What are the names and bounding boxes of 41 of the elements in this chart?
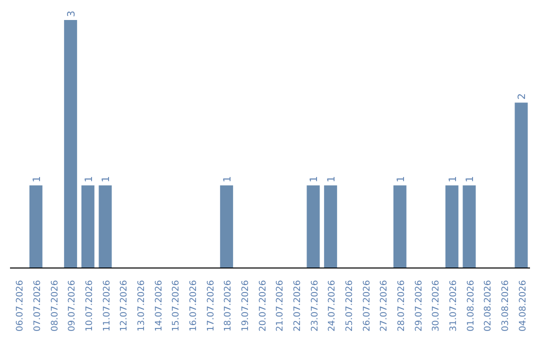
x-tick-label: 18.07.2026 xyxy=(224,280,234,332)
x-tick-label: 10.07.2026 xyxy=(85,280,95,332)
data-label: 1 xyxy=(465,176,476,182)
x-tick-label: 30.07.2026 xyxy=(432,280,442,332)
x-tick-label: 15.07.2026 xyxy=(172,280,182,332)
x-tick-label: 11.07.2026 xyxy=(102,280,112,332)
x-tick-label: 20.07.2026 xyxy=(258,280,268,332)
x-tick-label: 01.08.2026 xyxy=(466,280,476,332)
data-label: 1 xyxy=(222,176,234,182)
x-tick-label: 22.07.2026 xyxy=(293,280,303,332)
x-tick-label: 03.08.2026 xyxy=(501,280,511,332)
x-tick-label: 24.07.2026 xyxy=(328,280,338,332)
x-tick-label: 13.07.2026 xyxy=(137,280,147,332)
data-label: 1 xyxy=(84,176,95,182)
data-label: 2 xyxy=(517,93,528,100)
x-tick-label: 21.07.2026 xyxy=(276,280,286,332)
data-label: 3 xyxy=(66,10,78,17)
x-tick-label: 23.07.2026 xyxy=(310,280,320,332)
data-label: 1 xyxy=(396,176,407,182)
x-tick-label: 08.07.2026 xyxy=(50,280,60,332)
x-tick-label: 17.07.2026 xyxy=(206,280,216,332)
x-tick-label: 19.07.2026 xyxy=(241,280,251,332)
x-tick-label: 04.08.2026 xyxy=(518,280,528,332)
data-label: 1 xyxy=(448,176,459,182)
data-label: 1 xyxy=(101,176,112,182)
data-label: 1 xyxy=(309,176,320,182)
x-tick-label: 16.07.2026 xyxy=(189,280,199,332)
x-tick-label: 25.07.2026 xyxy=(345,280,355,332)
x-tick-label: 07.07.2026 xyxy=(33,280,43,332)
x-tick-label: 14.07.2026 xyxy=(154,280,164,332)
data-label: 1 xyxy=(326,176,338,182)
x-tick-label: 06.07.2026 xyxy=(16,280,26,332)
data-label: 1 xyxy=(32,176,43,182)
x-tick-label: 29.07.2026 xyxy=(414,280,424,332)
x-tick-label: 09.07.2026 xyxy=(68,280,78,332)
x-tick-label: 12.07.2026 xyxy=(120,280,130,332)
x-tick-label: 31.07.2026 xyxy=(449,280,459,332)
x-tick-label: 27.07.2026 xyxy=(380,280,390,332)
x-tick-label: 26.07.2026 xyxy=(362,280,372,332)
x-tick-label: 28.07.2026 xyxy=(397,280,407,332)
x-tick-label: 02.08.2026 xyxy=(484,280,494,332)
